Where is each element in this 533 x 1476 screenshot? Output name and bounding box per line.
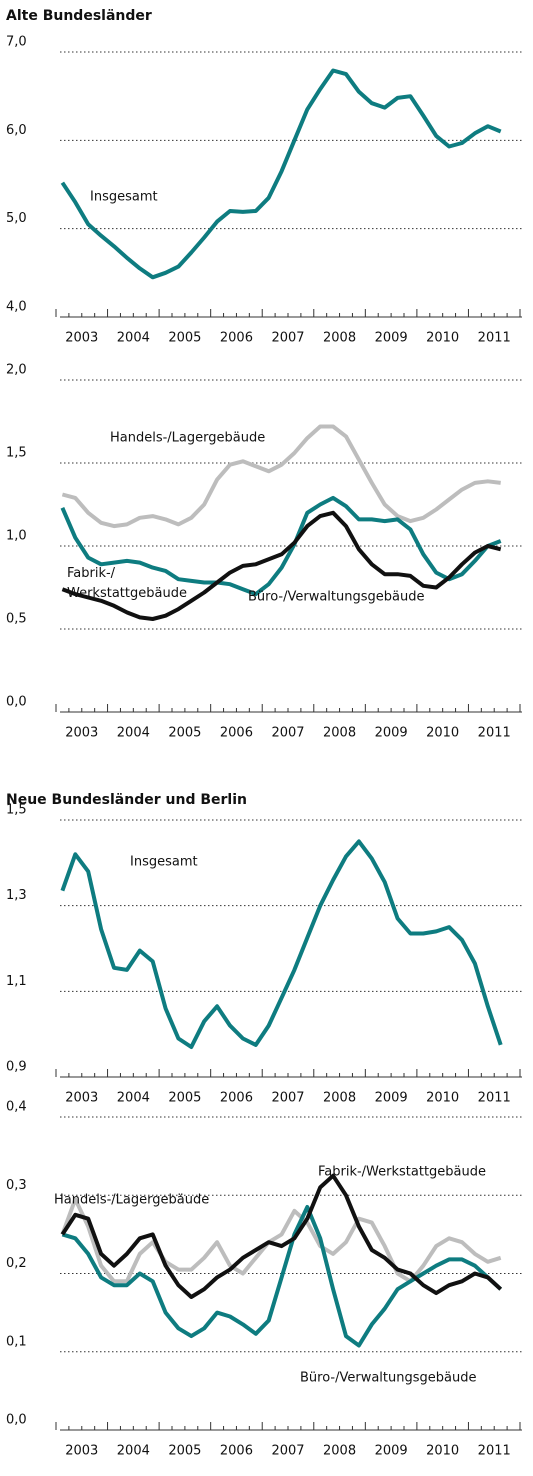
line <box>60 1197 502 1284</box>
series-label: Büro-/Verwaltungsgebäude <box>248 590 424 605</box>
x-tick-label: 2006 <box>220 726 253 741</box>
y-tick-label: 2,0 <box>6 363 27 378</box>
x-tick-label: 2009 <box>375 1444 408 1459</box>
x-tick-label: 2006 <box>220 1444 253 1459</box>
x-tick-label: 2010 <box>426 1091 459 1106</box>
x-tick-label: 2007 <box>271 331 304 346</box>
line <box>61 510 502 621</box>
line <box>60 839 503 1049</box>
y-tick-label: 4,0 <box>6 300 27 315</box>
x-tick-label: 2004 <box>117 1444 150 1459</box>
chart-title: Alte Bundesländer <box>6 8 152 24</box>
x-tick-label: 2005 <box>168 1444 201 1459</box>
series-label: Fabrik-/Werkstattgebäude <box>318 1165 486 1180</box>
x-tick-label: 2005 <box>168 726 201 741</box>
x-tick-label: 2006 <box>220 1091 253 1106</box>
x-tick-label: 2006 <box>220 331 253 346</box>
y-tick-label: 1,1 <box>6 974 27 989</box>
y-tick-label: 0,9 <box>6 1060 27 1075</box>
line <box>61 1205 503 1348</box>
x-tick-label: 2011 <box>478 331 511 346</box>
x-tick-label: 2008 <box>323 726 356 741</box>
x-tick-label: 2003 <box>65 726 98 741</box>
line <box>61 424 501 529</box>
x-tick-label: 2011 <box>478 1444 511 1459</box>
y-tick-label: 0,0 <box>6 695 27 710</box>
x-tick-label: 2005 <box>168 331 201 346</box>
y-tick-label: 0,2 <box>6 1256 27 1271</box>
line <box>60 68 502 280</box>
y-tick-label: 1,0 <box>6 529 27 544</box>
x-tick-label: 2003 <box>65 1444 98 1459</box>
x-tick-label: 2007 <box>271 1091 304 1106</box>
x-tick-label: 2009 <box>375 331 408 346</box>
y-tick-label: 0,3 <box>6 1178 27 1193</box>
series-label: Handels-/Lagergebäude <box>110 431 265 446</box>
y-tick-label: 0,1 <box>6 1334 27 1349</box>
x-tick-label: 2008 <box>323 1091 356 1106</box>
chart-title: Neue Bundesländer und Berlin <box>6 792 247 808</box>
x-tick-label: 2008 <box>323 1444 356 1459</box>
y-tick-label: 1,5 <box>6 803 27 818</box>
y-tick-label: 0,4 <box>6 1100 27 1115</box>
x-tick-label: 2009 <box>375 1091 408 1106</box>
series-label: Fabrik-/Werkstattgebäude <box>67 566 187 601</box>
series-label: Insgesamt <box>90 190 158 205</box>
x-tick-label: 2004 <box>117 331 150 346</box>
x-tick-label: 2010 <box>426 1444 459 1459</box>
x-tick-label: 2008 <box>323 331 356 346</box>
x-tick-label: 2007 <box>271 1444 304 1459</box>
x-tick-label: 2010 <box>426 331 459 346</box>
y-tick-label: 6,0 <box>6 123 27 138</box>
series-label: Handels-/Lagergebäude <box>54 1193 209 1208</box>
line <box>60 495 502 597</box>
x-tick-label: 2005 <box>168 1091 201 1106</box>
y-tick-label: 0,5 <box>6 612 27 627</box>
y-tick-label: 7,0 <box>6 35 27 50</box>
x-tick-label: 2011 <box>478 726 511 741</box>
x-tick-label: 2003 <box>65 331 98 346</box>
x-tick-label: 2011 <box>478 1091 511 1106</box>
line <box>60 1173 503 1299</box>
y-tick-label: 5,0 <box>6 211 27 226</box>
x-tick-label: 2010 <box>426 726 459 741</box>
series-label: Büro-/Verwaltungsgebäude <box>300 1371 476 1386</box>
x-tick-label: 2004 <box>117 726 150 741</box>
x-tick-label: 2007 <box>271 726 304 741</box>
x-tick-label: 2004 <box>117 1091 150 1106</box>
series-label: Insgesamt <box>130 855 198 870</box>
y-tick-label: 1,5 <box>6 446 27 461</box>
x-tick-label: 2003 <box>65 1091 98 1106</box>
y-tick-label: 1,3 <box>6 888 27 903</box>
y-tick-label: 0,0 <box>6 1413 27 1428</box>
x-tick-label: 2009 <box>375 726 408 741</box>
